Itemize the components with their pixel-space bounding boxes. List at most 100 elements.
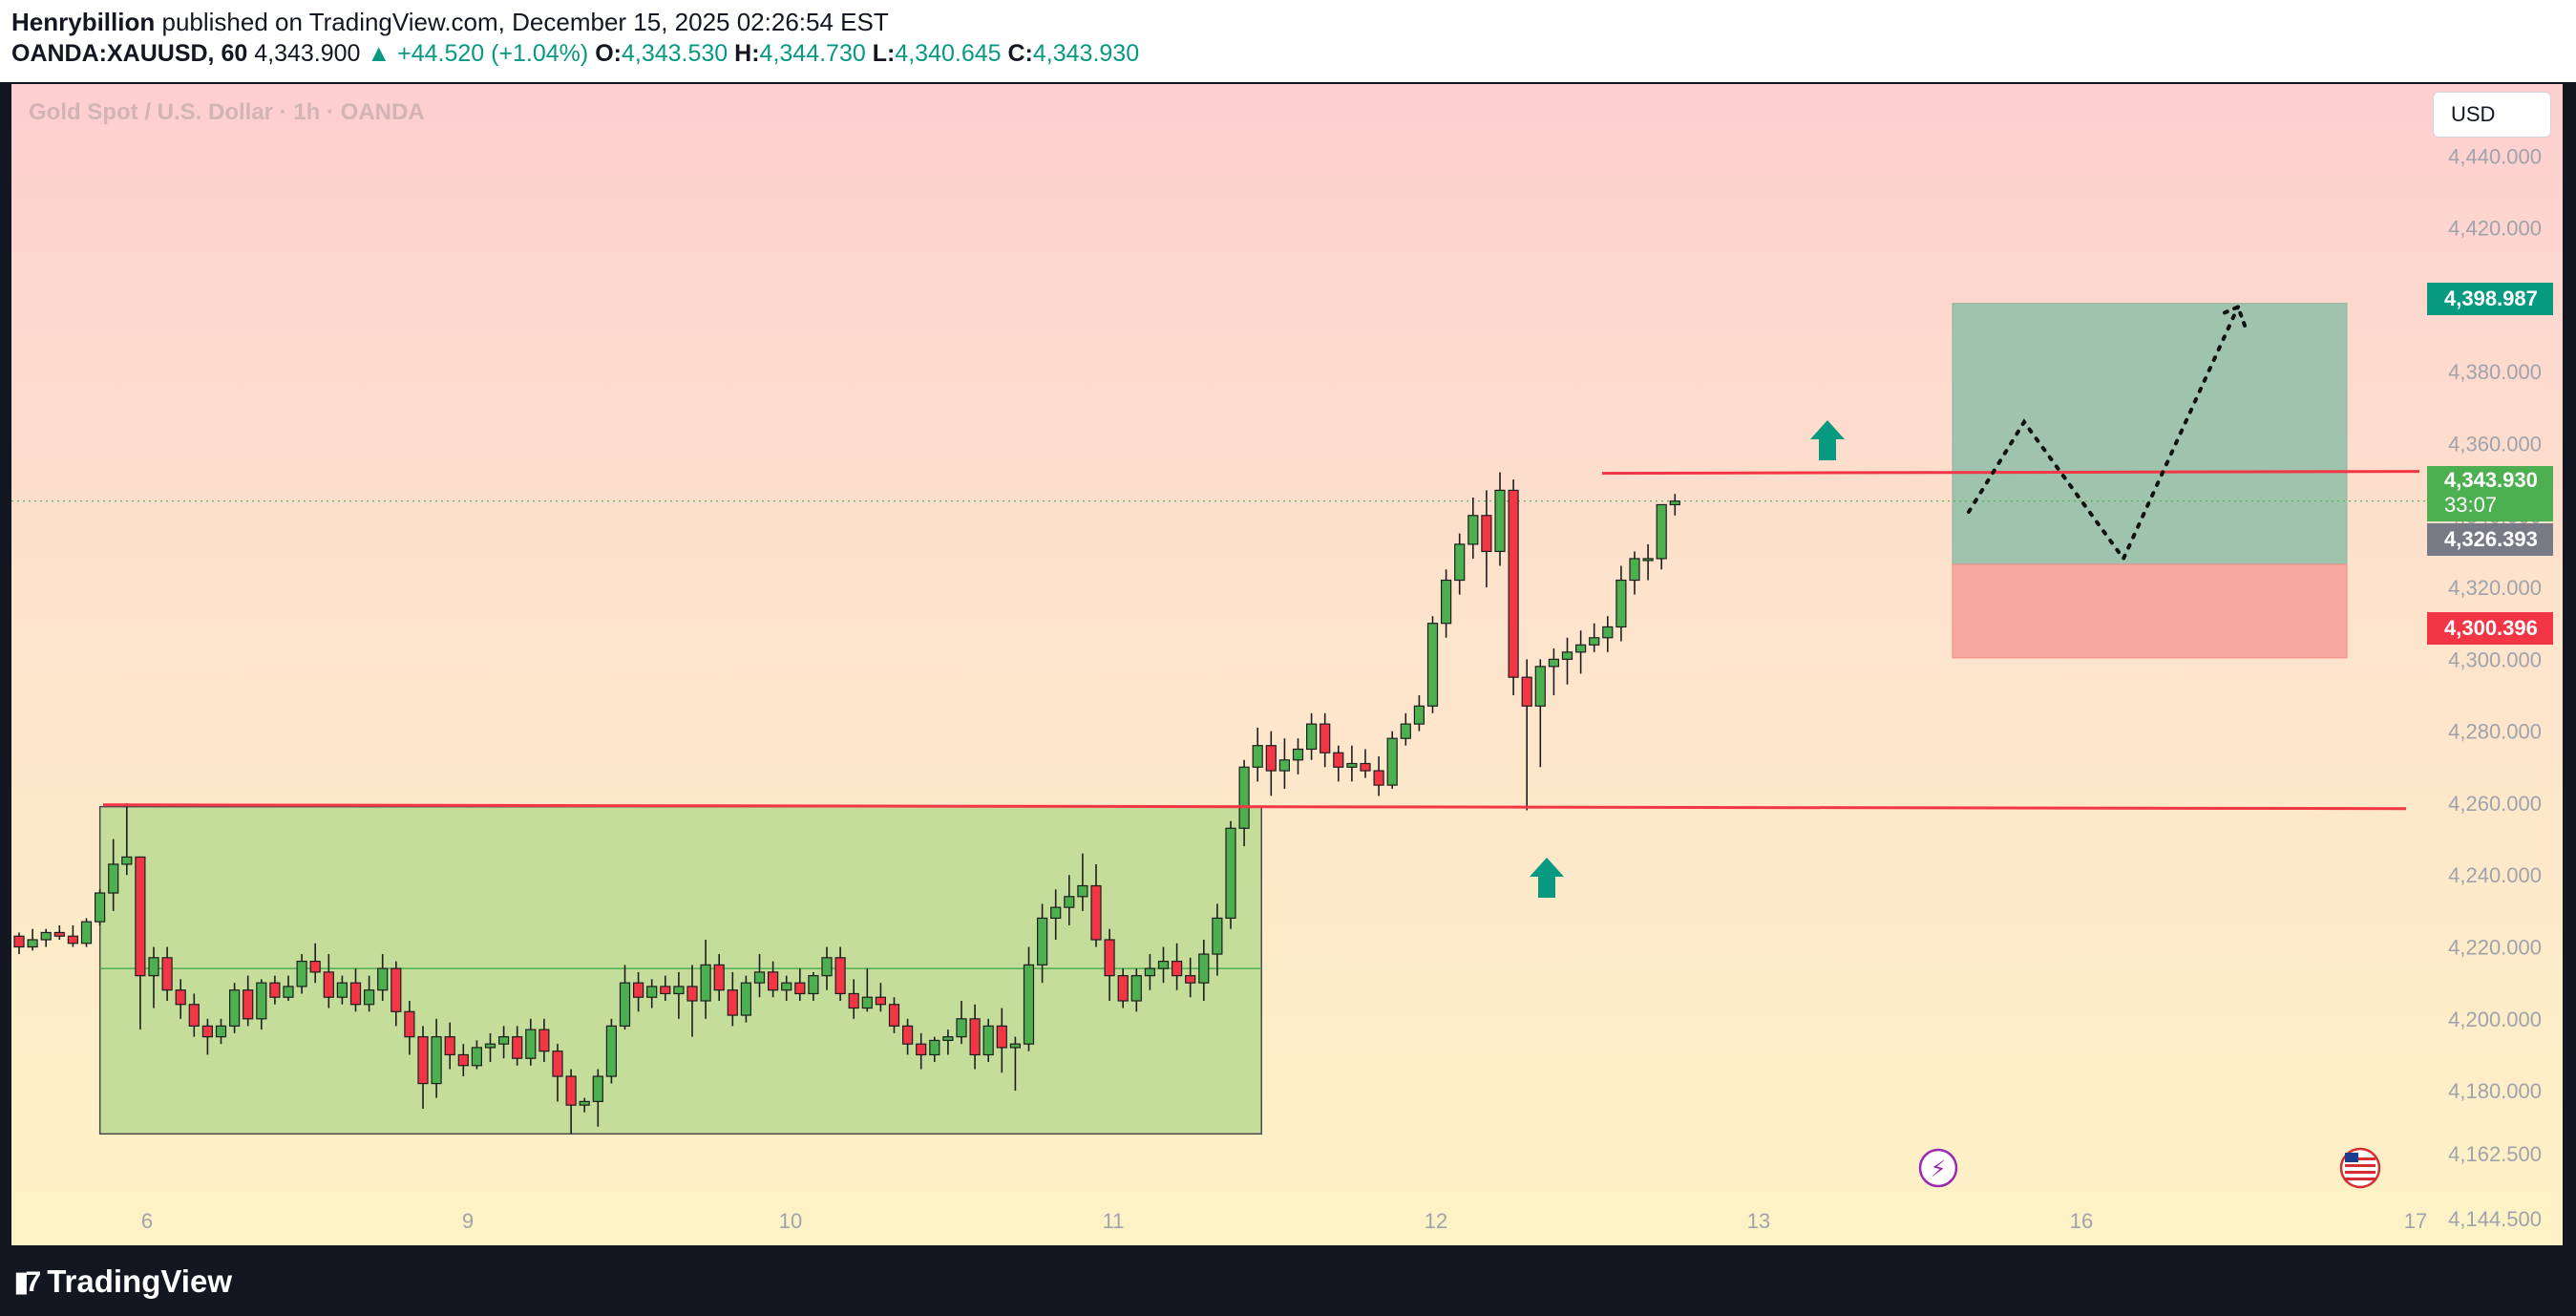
high-label: H: — [734, 40, 760, 67]
bullish-candle — [1656, 503, 1667, 560]
y-tick-label: 4,180.000 — [2448, 1079, 2542, 1103]
bullish-candle — [605, 1025, 618, 1077]
flag-stripe — [2345, 1171, 2375, 1174]
y-tick-label: 4,280.000 — [2448, 720, 2542, 744]
currency-button[interactable]: USD — [2433, 92, 2551, 138]
bearish-candle — [901, 1025, 914, 1045]
bullish-candle — [579, 1100, 590, 1106]
bearish-candle — [13, 935, 25, 948]
bearish-candle — [1360, 762, 1371, 772]
bearish-candle — [996, 1025, 1007, 1049]
bullish-candle — [471, 1047, 482, 1067]
bearish-candle — [417, 1036, 429, 1085]
flag-stripe — [2345, 1157, 2375, 1160]
bullish-candle — [377, 967, 389, 991]
bullish-candle — [929, 1039, 940, 1056]
y-tick-label: 4,200.000 — [2448, 1008, 2542, 1031]
bullish-candle — [215, 1025, 227, 1038]
bullish-candle — [1198, 953, 1210, 984]
x-tick-label: 13 — [1747, 1209, 1770, 1233]
published-text: published on TradingView.com, December 1… — [161, 8, 889, 36]
bullish-candle — [1050, 906, 1062, 920]
low-label: L: — [872, 40, 896, 67]
bullish-candle — [1064, 896, 1075, 908]
bearish-candle — [349, 982, 362, 1006]
bullish-candle — [497, 1036, 510, 1045]
bearish-candle — [1481, 515, 1492, 553]
bearish-candle — [1104, 939, 1115, 977]
bearish-candle — [391, 967, 402, 1012]
bearish-candle — [660, 986, 671, 995]
bullish-candle — [27, 939, 38, 948]
loss-zone — [1952, 563, 2348, 659]
close-label: C: — [1007, 40, 1033, 67]
bullish-candle — [1574, 644, 1587, 653]
range-box — [98, 805, 1262, 1136]
bullish-candle — [1629, 558, 1640, 582]
lightning-icon — [1918, 1148, 1958, 1188]
bullish-candle — [1144, 967, 1156, 977]
bullish-candle — [1346, 762, 1358, 768]
target-price-tag: 4,398.987 — [2427, 283, 2553, 315]
bullish-candle — [1494, 489, 1506, 553]
y-tick-label: 4,420.000 — [2448, 217, 2542, 241]
x-tick-label: 12 — [1425, 1209, 1447, 1233]
brand-name: TradingView — [47, 1263, 232, 1299]
bearish-candle — [243, 989, 254, 1020]
y-tick-label: 4,144.500 — [2448, 1207, 2542, 1231]
y-tick-label: 4,440.000 — [2448, 144, 2542, 168]
bearish-candle — [848, 992, 859, 1009]
symbol-label[interactable]: OANDA:XAUUSD, 60 — [11, 40, 248, 67]
stop-price-tag: 4,300.396 — [2427, 612, 2553, 645]
bullish-candle — [336, 982, 348, 998]
bullish-candle — [808, 975, 819, 995]
bullish-candle — [256, 982, 267, 1020]
author-name[interactable]: Henrybillion — [11, 8, 156, 36]
y-tick-label: 4,240.000 — [2448, 863, 2542, 887]
footer-bar: ▮7 TradingView — [0, 1247, 2576, 1316]
bullish-candle — [781, 982, 792, 991]
bearish-candle — [404, 1010, 415, 1038]
y-tick-label: 4,300.000 — [2448, 647, 2542, 671]
price-chart[interactable]: ⚡ 4,440.0004,420.0004,400.0004,380.0004,… — [0, 82, 2576, 1247]
bearish-candle — [916, 1043, 927, 1056]
lightning-glyph: ⚡ — [1931, 1156, 1947, 1182]
bullish-candle — [740, 982, 752, 1016]
projection-arrowhead — [2223, 304, 2248, 330]
bearish-candle — [1185, 975, 1196, 984]
publish-info: Henrybillion published on TradingView.co… — [11, 8, 889, 37]
bullish-candle — [525, 1029, 537, 1059]
x-tick-label: 16 — [2070, 1209, 2093, 1233]
bullish-candle — [364, 989, 375, 1006]
bearish-candle — [552, 1051, 563, 1077]
up-triangle-icon: ▲ — [367, 40, 391, 67]
chart-title: Gold Spot / U.S. Dollar · 1h · OANDA — [29, 99, 425, 125]
bullish-candle — [753, 971, 766, 984]
bearish-candle — [269, 982, 281, 998]
current-price: 4,343.930 — [2444, 468, 2538, 492]
bullish-candle — [1561, 651, 1573, 660]
high-value: 4,344.730 — [759, 40, 866, 67]
bullish-candle — [1426, 623, 1439, 707]
x-tick-label: 10 — [779, 1209, 802, 1233]
bullish-candle — [484, 1043, 496, 1049]
bullish-candle — [431, 1036, 442, 1085]
bullish-candle — [108, 863, 119, 894]
bearish-candle — [512, 1036, 523, 1059]
tradingview-logo[interactable]: ▮7 TradingView — [13, 1263, 232, 1301]
bearish-candle — [201, 1025, 213, 1038]
price-change: +44.520 (+1.04%) — [397, 40, 589, 67]
bullish-candle — [619, 982, 631, 1027]
bearish-candle — [713, 964, 725, 991]
bearish-candle — [1090, 884, 1102, 941]
bearish-candle — [175, 989, 186, 1006]
bullish-candle — [1009, 1043, 1022, 1049]
up-arrow-icon — [1810, 420, 1845, 460]
currency-label: USD — [2451, 102, 2496, 126]
bullish-candle — [1386, 737, 1398, 786]
y-tick-label: 4,162.500 — [2448, 1142, 2542, 1166]
bearish-candle — [1171, 960, 1183, 977]
bullish-candle — [1413, 705, 1425, 725]
current-price-tag: 4,343.930 33:07 — [2427, 466, 2553, 521]
bullish-candle — [956, 1018, 967, 1038]
